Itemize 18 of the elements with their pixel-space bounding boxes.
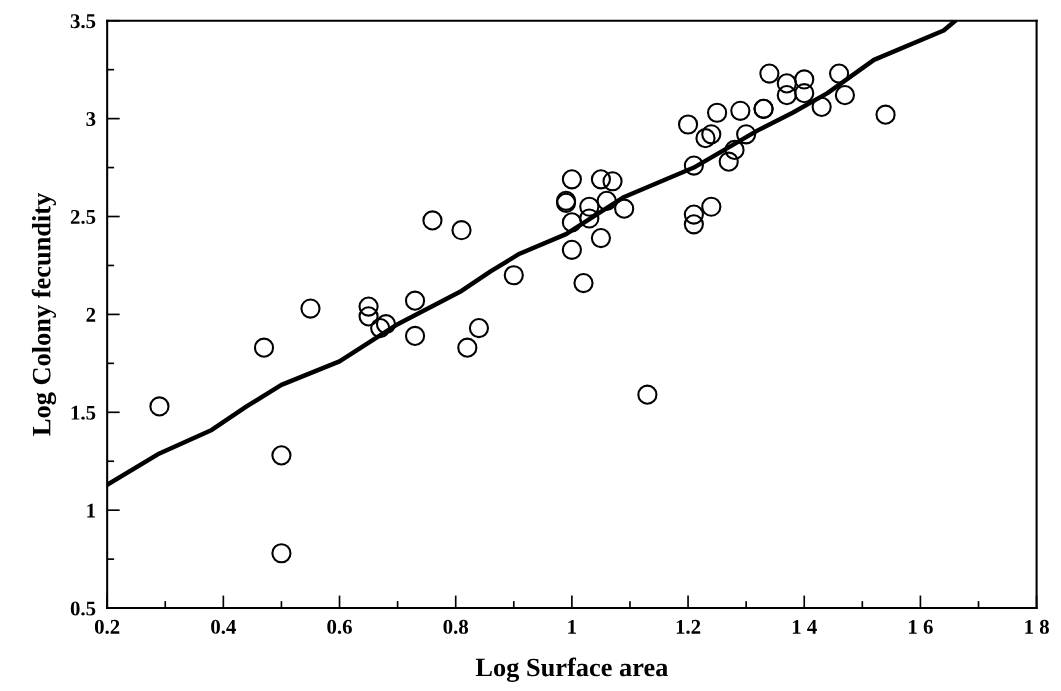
x-tick-label: 1 8: [1025, 619, 1049, 634]
y-tick-label: 1.5: [71, 405, 96, 420]
x-tick-label: 0.6: [327, 619, 352, 634]
x-tick-label: 0.2: [94, 619, 120, 634]
y-axis-title: Log Colony fecundity: [31, 192, 57, 436]
y-tick-label: 2: [86, 307, 96, 322]
y-tick-label: 0.5: [70, 601, 96, 616]
y-tick-label: 3.5: [70, 14, 96, 29]
x-tick-label: 1 6: [909, 619, 933, 634]
x-tick-label: 0.8: [443, 619, 469, 634]
y-tick-label: 3: [86, 112, 96, 127]
x-axis-title: Log Surface area: [475, 657, 668, 682]
x-tick-label: 1.2: [676, 619, 701, 634]
y-tick-label: 2.5: [70, 209, 96, 225]
x-tick-label: 1 4: [792, 619, 817, 634]
x-tick-label: 1: [568, 619, 577, 634]
y-tick-label: 1: [87, 503, 95, 518]
x-tick-label: 0.4: [211, 619, 236, 634]
